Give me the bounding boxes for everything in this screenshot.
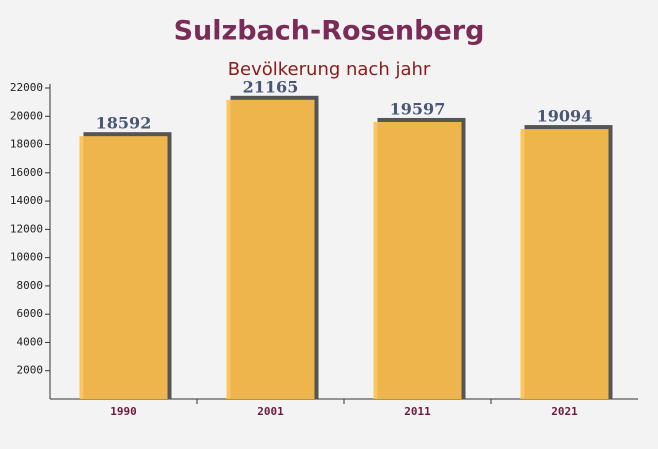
- bar: [520, 129, 609, 400]
- y-tick-label: 22000: [10, 81, 43, 94]
- value-label: 19094: [537, 107, 593, 126]
- x-tick-label: 2011: [404, 405, 431, 418]
- chart-title: Sulzbach-Rosenberg: [174, 16, 485, 47]
- chart-subtitle: Bevölkerung nach jahr: [228, 59, 431, 80]
- y-tick-label: 14000: [10, 194, 43, 207]
- bar: [226, 99, 315, 399]
- x-tick-label: 1990: [110, 405, 137, 418]
- y-tick-label: 16000: [10, 166, 43, 179]
- value-label: 19597: [390, 99, 446, 118]
- x-tick-label: 2021: [551, 405, 578, 418]
- y-tick-label: 18000: [10, 138, 43, 151]
- bar: [79, 136, 168, 399]
- y-tick-label: 10000: [10, 251, 43, 264]
- x-tick-label: 2001: [257, 405, 284, 418]
- value-label: 21165: [243, 77, 299, 96]
- y-tick-label: 4000: [17, 335, 44, 348]
- y-tick-label: 2000: [17, 364, 44, 377]
- value-label: 18592: [96, 114, 152, 133]
- bar: [373, 121, 462, 400]
- y-tick-label: 20000: [10, 109, 43, 122]
- y-tick-label: 12000: [10, 222, 43, 235]
- y-tick-label: 6000: [17, 307, 44, 320]
- y-tick-label: 8000: [17, 279, 44, 292]
